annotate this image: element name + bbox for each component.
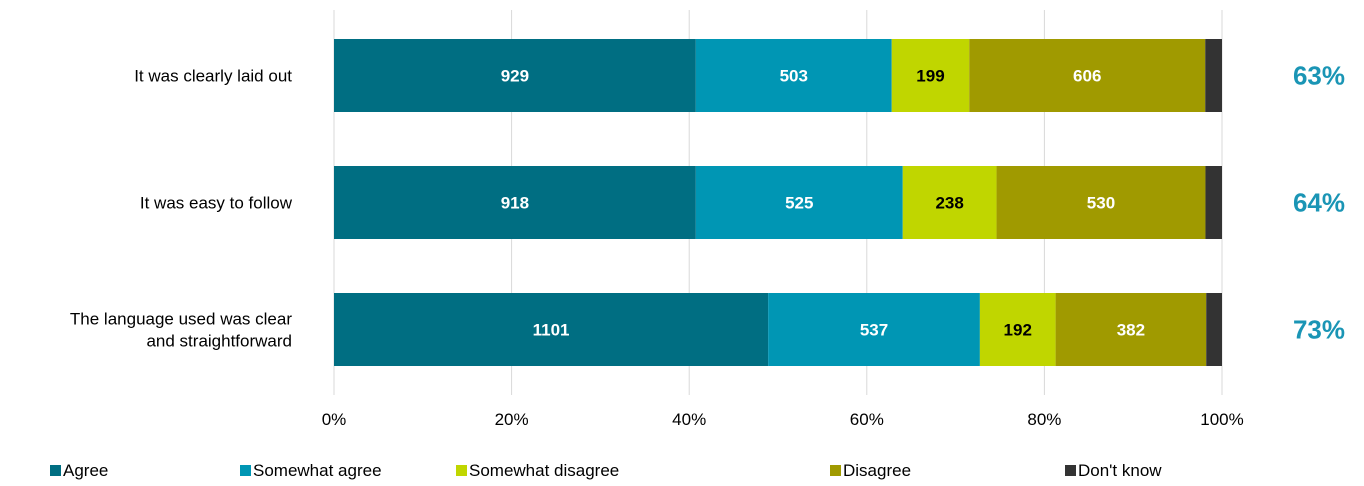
x-tick-label: 40% xyxy=(672,410,706,429)
bar-segment xyxy=(902,166,997,239)
total-label: 73% xyxy=(1293,315,1345,345)
data-label: 1101 xyxy=(533,321,570,340)
category-label: and straightforward xyxy=(146,332,292,351)
category-label: It was clearly laid out xyxy=(134,67,292,86)
total-label: 63% xyxy=(1293,61,1345,91)
data-label: 918 xyxy=(501,194,529,213)
legend-swatch xyxy=(456,465,467,476)
data-label: 525 xyxy=(785,194,813,213)
bar-segment xyxy=(1205,166,1222,239)
x-tick-label: 80% xyxy=(1027,410,1061,429)
legend-label: Somewhat agree xyxy=(253,461,382,480)
legend-swatch xyxy=(1065,465,1076,476)
bar-segment xyxy=(1205,39,1222,112)
x-tick-label: 20% xyxy=(495,410,529,429)
data-label: 199 xyxy=(916,67,944,86)
bars: 929 503 199 606 918 525 238 530 1101 537 192 382 xyxy=(334,39,1222,366)
category-label: The language used was clear xyxy=(70,310,292,329)
bar-segment xyxy=(979,293,1056,366)
total-label: 64% xyxy=(1293,188,1345,218)
x-tick-label: 100% xyxy=(1200,410,1243,429)
bar-segment xyxy=(695,39,892,112)
data-label: 238 xyxy=(935,194,963,213)
legend-label: Disagree xyxy=(843,461,911,480)
bar-segment xyxy=(1206,293,1222,366)
bar-segment xyxy=(996,166,1206,239)
data-label: 192 xyxy=(1004,321,1032,340)
x-tick-label: 60% xyxy=(850,410,884,429)
data-label: 929 xyxy=(501,67,529,86)
x-tick-label: 0% xyxy=(322,410,347,429)
data-label: 382 xyxy=(1117,321,1145,340)
bar-segment xyxy=(334,293,769,366)
bar-segment xyxy=(969,39,1206,112)
legend-label: Agree xyxy=(63,461,108,480)
bar-segment xyxy=(1055,293,1207,366)
data-label: 503 xyxy=(780,67,808,86)
category-label: It was easy to follow xyxy=(140,194,293,213)
total-agree-labels: 63% 64% 73% xyxy=(1293,61,1345,345)
legend-swatch xyxy=(50,465,61,476)
category-labels: It was clearly laid out It was easy to fo… xyxy=(70,67,293,351)
data-label: 537 xyxy=(860,321,888,340)
bar-segment xyxy=(334,166,696,239)
bar-segment xyxy=(891,39,970,112)
legend-label: Don't know xyxy=(1078,461,1162,480)
bar-segment xyxy=(334,39,696,112)
legend-label: Somewhat disagree xyxy=(469,461,619,480)
legend-swatch xyxy=(830,465,841,476)
x-axis-ticks: 0% 20% 40% 60% 80% 100% xyxy=(322,410,1244,429)
bar-segment xyxy=(695,166,903,239)
data-label: 606 xyxy=(1073,67,1101,86)
data-label: 530 xyxy=(1087,194,1115,213)
legend: Agree Somewhat agree Somewhat disagree Disa… xyxy=(50,461,1162,480)
legend-swatch xyxy=(240,465,251,476)
bar-segment xyxy=(768,293,980,366)
